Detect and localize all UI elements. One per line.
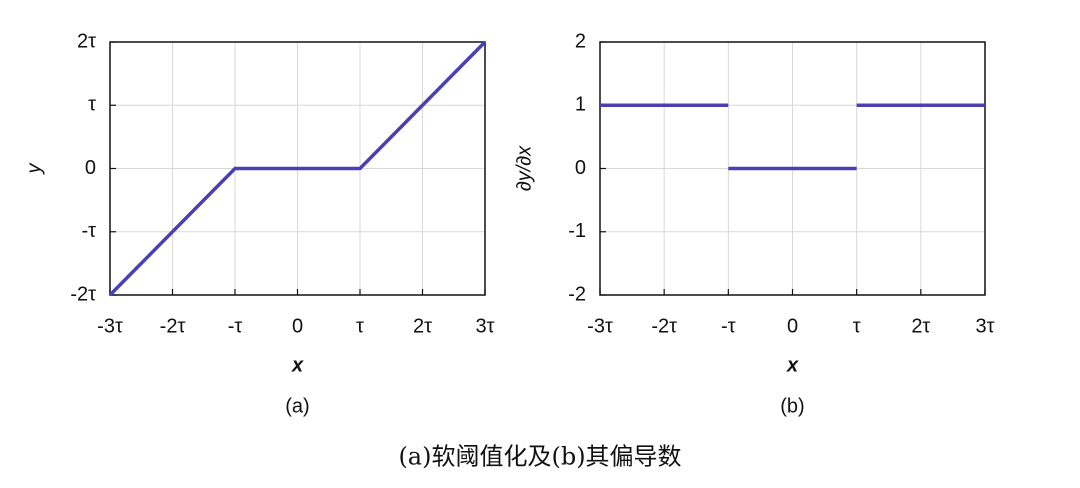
- x-tick-label: -3τ: [97, 315, 123, 337]
- subplot-label: (a): [285, 395, 309, 417]
- plot-frame: [109, 41, 486, 296]
- x-tick-label: 2τ: [911, 315, 930, 337]
- y-tick-label: 1: [575, 94, 586, 116]
- y-axis-label: ∂y/∂x: [513, 145, 535, 191]
- x-tick-label: τ: [853, 315, 861, 337]
- y-tick-label: τ: [88, 94, 96, 116]
- x-tick-label: 2τ: [413, 315, 432, 337]
- x-tick-label: -τ: [721, 315, 736, 337]
- x-axis-label: x: [291, 354, 304, 376]
- y-tick-label: 0: [575, 157, 586, 179]
- x-tick-label: -τ: [228, 315, 243, 337]
- x-tick-label: 3τ: [975, 315, 994, 337]
- y-axis-label: y: [23, 163, 45, 176]
- y-tick-label: 2: [575, 30, 586, 52]
- y-tick-label: -2τ: [70, 283, 96, 305]
- x-tick-label: -2τ: [651, 315, 677, 337]
- y-tick-label: 0: [85, 157, 96, 179]
- x-tick-label: -3τ: [587, 315, 613, 337]
- y-tick-label: -1: [568, 220, 586, 242]
- x-tick-label: 0: [292, 315, 303, 337]
- figure-caption: (a)软阈值化及(b)其偏导数: [398, 443, 681, 471]
- data-line: [108, 40, 487, 297]
- x-tick-label: τ: [356, 315, 364, 337]
- y-tick-label: -2: [568, 283, 586, 305]
- subplot-label: (b): [780, 395, 804, 417]
- x-tick-label: -2τ: [160, 315, 186, 337]
- x-tick-label: 0: [787, 315, 798, 337]
- plot-frame: [599, 41, 986, 296]
- x-tick-label: 3τ: [475, 315, 494, 337]
- y-tick-label: 2τ: [77, 30, 96, 52]
- x-axis-label: x: [786, 354, 799, 376]
- y-tick-label: -τ: [81, 220, 96, 242]
